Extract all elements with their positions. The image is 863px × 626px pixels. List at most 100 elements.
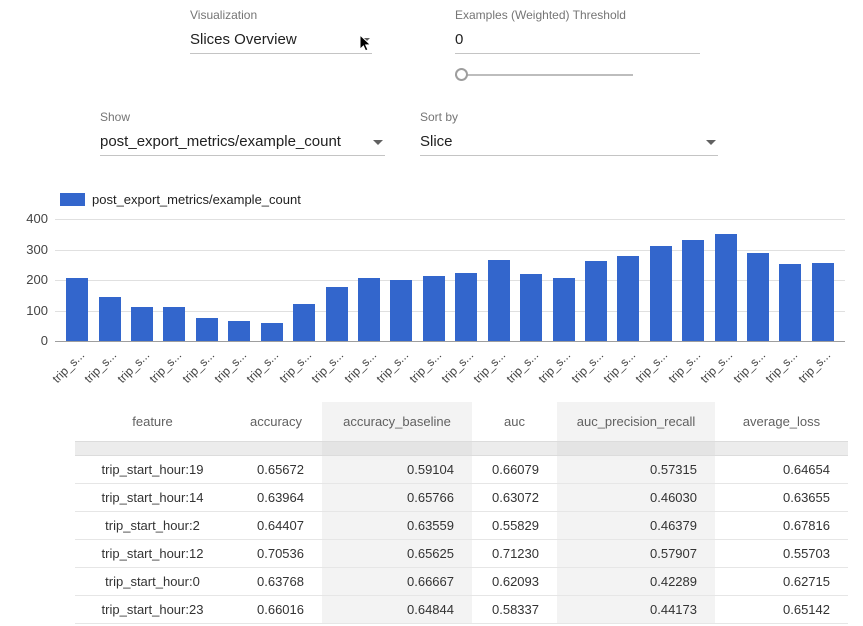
bar[interactable] xyxy=(163,307,186,341)
x-tick-label: trip_s... xyxy=(665,348,704,386)
bar-slot: trip_s... xyxy=(503,219,547,386)
table-filter-row xyxy=(75,441,848,456)
filter-cell xyxy=(75,441,230,456)
x-tick-label: trip_s... xyxy=(146,348,185,386)
metric-cell: 0.58337 xyxy=(472,595,557,624)
x-tick-label: trip_s... xyxy=(730,348,768,386)
x-tick-label: trip_s... xyxy=(438,348,477,386)
sort-by-value: Slice xyxy=(420,133,453,150)
slider-track[interactable] xyxy=(455,74,633,76)
metric-cell: 0.70536 xyxy=(230,539,322,568)
x-tick-label: trip_s... xyxy=(697,348,736,386)
chevron-down-icon xyxy=(706,140,716,145)
bar[interactable] xyxy=(195,318,218,341)
metric-cell: 0.55829 xyxy=(472,511,557,540)
bar[interactable] xyxy=(552,277,575,341)
bar-slot: trip_s... xyxy=(568,219,612,386)
metric-cell: 0.64844 xyxy=(322,595,472,624)
y-tick-label: 300 xyxy=(26,241,48,257)
bar[interactable] xyxy=(520,273,543,341)
filter-cell xyxy=(472,441,557,456)
x-tick-label: trip_s... xyxy=(762,348,801,386)
column-header-auc_precision_recall[interactable]: auc_precision_recall xyxy=(557,402,715,442)
bar[interactable] xyxy=(811,263,834,341)
metric-cell: 0.62715 xyxy=(715,567,848,596)
column-header-accuracy[interactable]: accuracy xyxy=(230,402,322,442)
feature-cell: trip_start_hour:23 xyxy=(75,595,230,624)
bar[interactable] xyxy=(228,321,251,341)
bar[interactable] xyxy=(131,306,154,341)
bar-slot: trip_s... xyxy=(211,219,255,386)
bar[interactable] xyxy=(260,322,283,341)
bar[interactable] xyxy=(747,252,770,341)
metric-cell: 0.57315 xyxy=(557,455,715,484)
column-header-feature[interactable]: feature xyxy=(75,402,230,442)
bar-slot: trip_s... xyxy=(730,219,774,386)
y-tick-label: 100 xyxy=(26,302,48,318)
metric-cell: 0.65766 xyxy=(322,483,472,512)
bar-slot: trip_s... xyxy=(82,219,125,386)
table-row[interactable]: trip_start_hour:0 0.63768 0.66667 0.62093 0.… xyxy=(75,567,848,596)
x-tick-label: trip_s... xyxy=(600,348,639,386)
show-select[interactable]: post_export_metrics/example_count xyxy=(100,128,385,156)
bar-plot: trip_s... trip_s... trip_s... trip_s... trip… xyxy=(49,219,845,386)
show-label: Show xyxy=(100,110,131,124)
bars: trip_s... trip_s... trip_s... trip_s... trip… xyxy=(49,219,845,386)
threshold-value: 0 xyxy=(455,31,464,48)
bar-slot: trip_s... xyxy=(244,219,288,386)
x-tick-label: trip_s... xyxy=(535,348,574,386)
threshold-input[interactable]: 0 xyxy=(455,26,700,54)
bar[interactable] xyxy=(682,239,705,341)
metric-cell: 0.65672 xyxy=(230,455,322,484)
bar-slot: trip_s... xyxy=(698,219,741,386)
visualization-select[interactable]: Slices Overview xyxy=(190,26,372,54)
metrics-table: feature accuracy accuracy_baseline auc auc_p… xyxy=(75,402,848,624)
mouse-cursor-icon xyxy=(359,34,372,52)
gridline xyxy=(55,219,845,220)
slider-knob[interactable] xyxy=(455,68,468,81)
column-header-accuracy_baseline[interactable]: accuracy_baseline xyxy=(322,402,472,442)
feature-cell: trip_start_hour:2 xyxy=(75,511,230,540)
filter-cell xyxy=(322,441,472,456)
metric-cell: 0.64407 xyxy=(230,511,322,540)
chevron-down-icon xyxy=(373,140,383,145)
bar-slot: trip_s... xyxy=(276,219,320,386)
x-tick-label: trip_s... xyxy=(795,348,833,386)
table-header-row: feature accuracy accuracy_baseline auc auc_p… xyxy=(75,402,848,442)
x-tick-label: trip_s... xyxy=(568,348,606,386)
bar[interactable] xyxy=(293,304,316,341)
metric-cell: 0.66079 xyxy=(472,455,557,484)
x-tick-label: trip_s... xyxy=(632,348,671,386)
table-row[interactable]: trip_start_hour:2 0.64407 0.63559 0.55829 0.… xyxy=(75,511,848,540)
bar[interactable] xyxy=(779,264,802,341)
table-row[interactable]: trip_start_hour:12 0.70536 0.65625 0.71230 0… xyxy=(75,539,848,568)
bar-slot: trip_s... xyxy=(633,219,677,386)
bar[interactable] xyxy=(617,256,640,341)
bar-slot: trip_s... xyxy=(795,219,839,386)
bar[interactable] xyxy=(455,273,478,341)
bar[interactable] xyxy=(358,278,380,341)
metric-cell: 0.67816 xyxy=(715,511,848,540)
bar[interactable] xyxy=(714,234,737,341)
column-header-auc[interactable]: auc xyxy=(472,402,557,442)
y-tick-label: 0 xyxy=(40,333,48,348)
metric-cell: 0.65142 xyxy=(715,595,848,624)
table-row[interactable]: trip_start_hour:19 0.65672 0.59104 0.66079 0… xyxy=(75,455,848,484)
bar[interactable] xyxy=(487,260,510,341)
legend-swatch-icon xyxy=(60,193,85,206)
bar[interactable] xyxy=(390,280,413,341)
bar[interactable] xyxy=(98,297,121,341)
threshold-slider[interactable] xyxy=(455,68,633,82)
bar[interactable] xyxy=(649,245,672,341)
bar[interactable] xyxy=(66,278,89,341)
bar[interactable] xyxy=(584,261,607,341)
bar-slot: trip_s... xyxy=(374,219,417,386)
table-row[interactable]: trip_start_hour:14 0.63964 0.65766 0.63072 0… xyxy=(75,483,848,512)
x-tick-label: trip_s... xyxy=(341,348,379,386)
bar[interactable] xyxy=(422,276,445,341)
bar[interactable] xyxy=(325,286,348,341)
column-header-average_loss[interactable]: average_loss xyxy=(715,402,848,442)
sort-by-select[interactable]: Slice xyxy=(420,128,718,156)
table-row[interactable]: trip_start_hour:23 0.66016 0.64844 0.58337 0… xyxy=(75,595,848,624)
